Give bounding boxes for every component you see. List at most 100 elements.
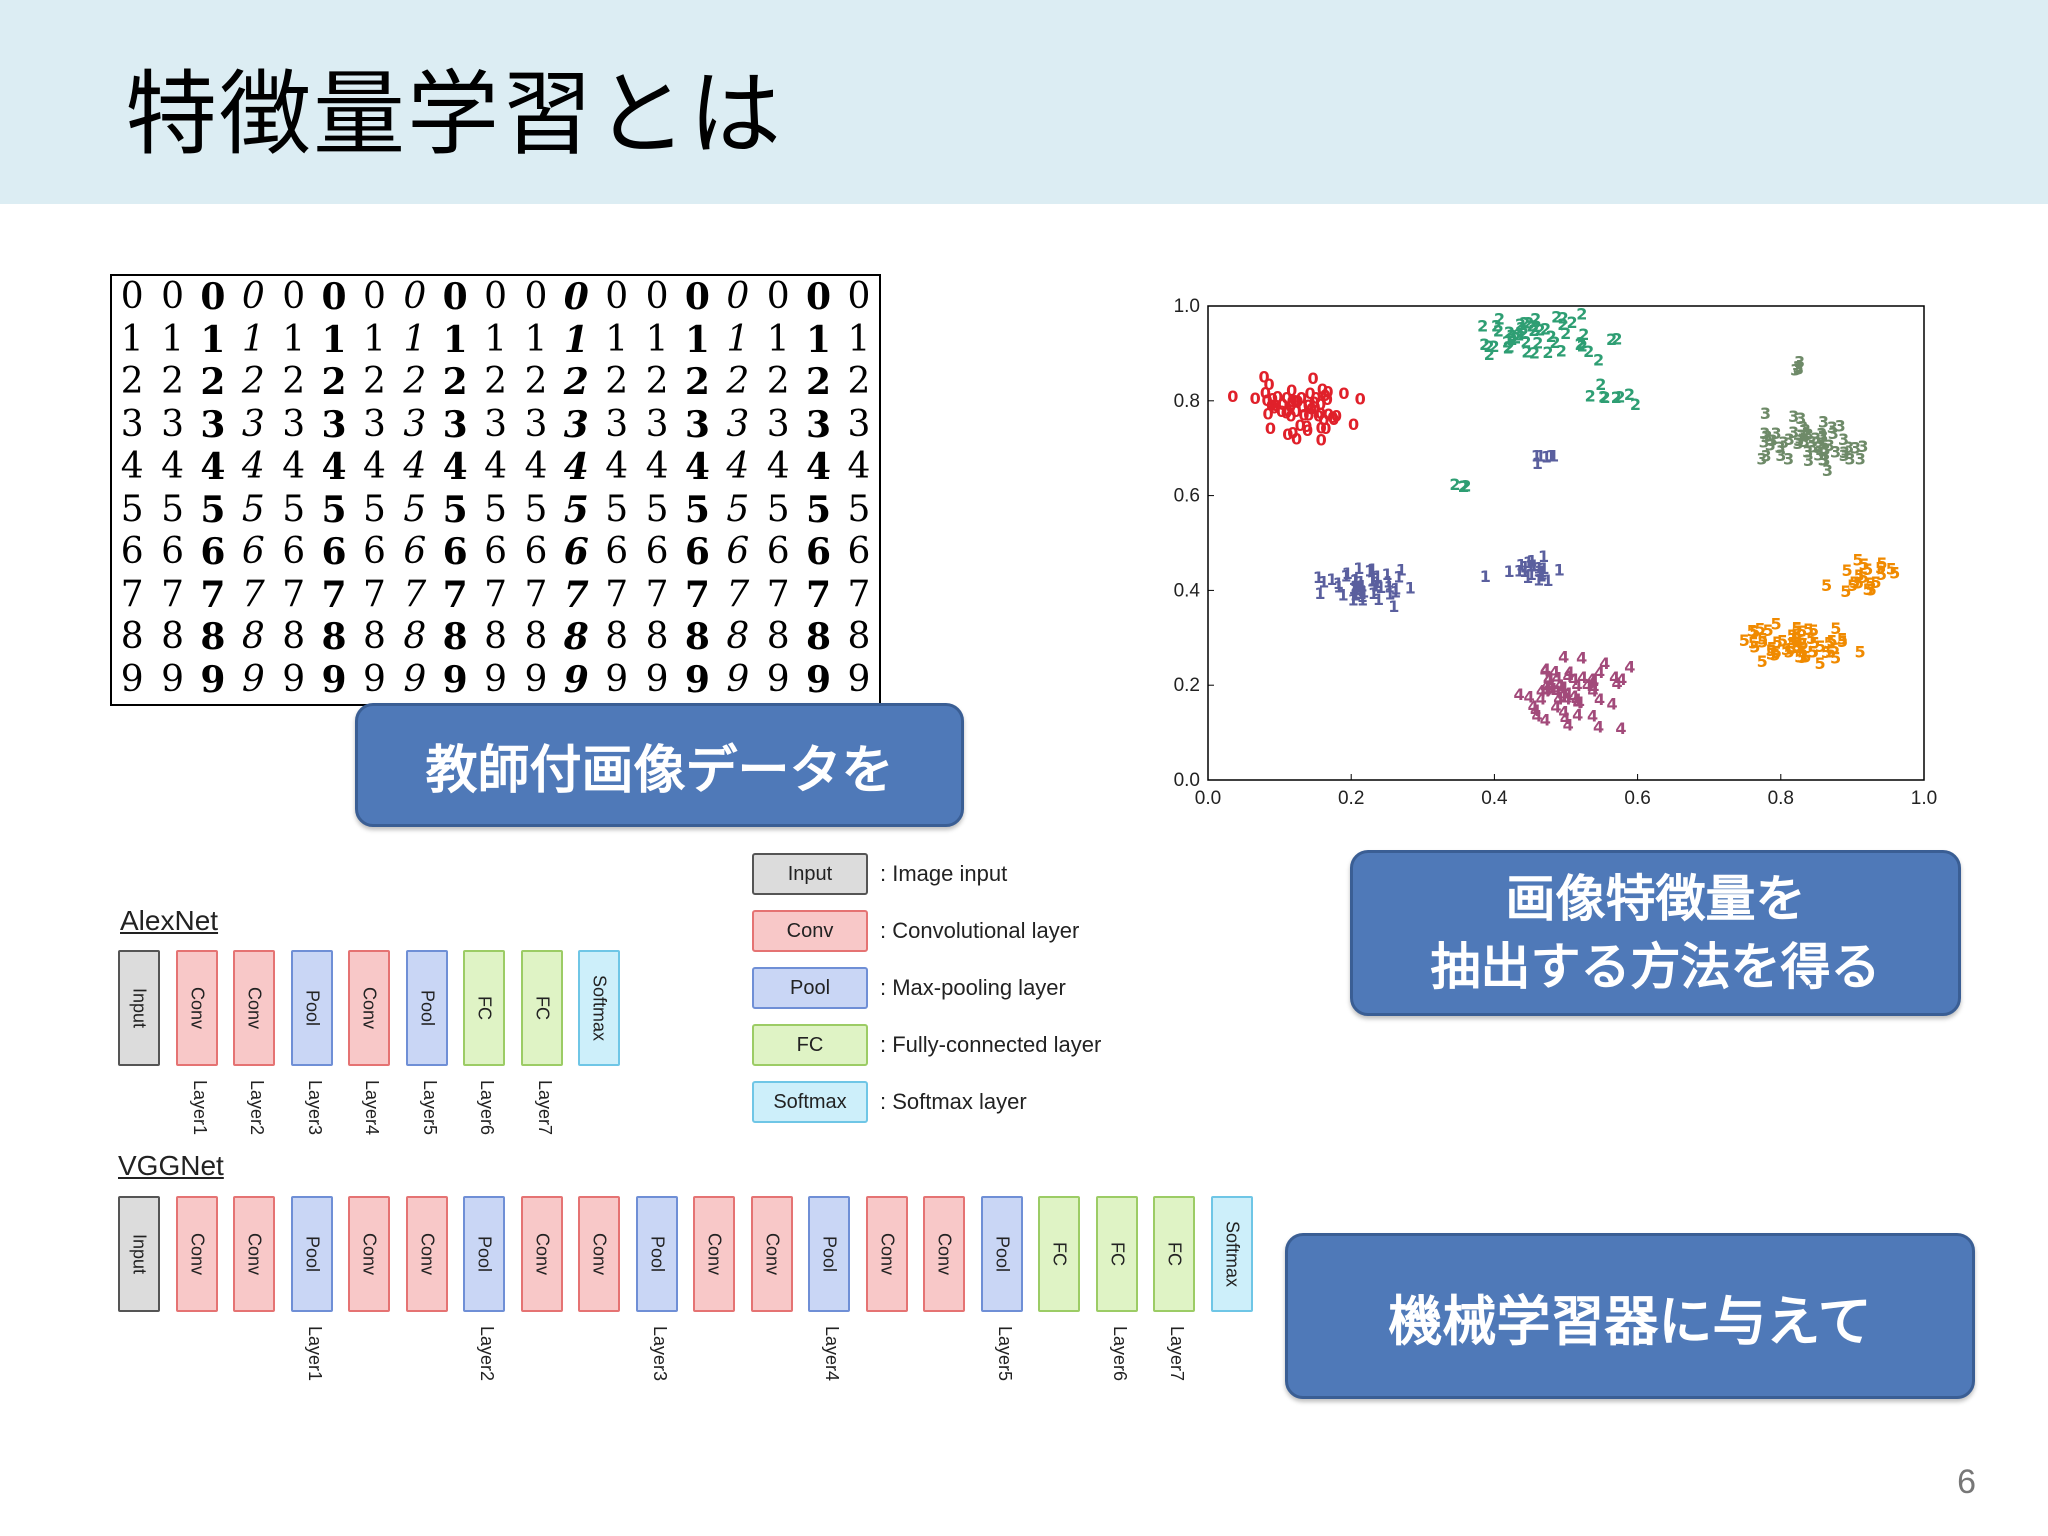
scatter-point: 2: [1593, 350, 1604, 369]
scatter-point: 5: [1762, 621, 1773, 640]
mnist-digit: 0: [403, 276, 427, 318]
mnist-digit: 7: [684, 573, 710, 616]
scatter-point: 4: [1536, 689, 1547, 708]
scatter-point: 5: [1787, 626, 1798, 645]
mnist-digit: 0: [726, 276, 750, 318]
scatter-point: 3: [1839, 443, 1850, 462]
legend-box-fc: FC: [752, 1024, 868, 1066]
mnist-digit: 9: [403, 658, 427, 700]
scatter-point: 5: [1808, 642, 1819, 661]
mnist-digit: 1: [847, 318, 871, 360]
mnist-digit: 8: [120, 616, 144, 658]
scatter-point: 3: [1802, 442, 1813, 461]
scatter-point: 4: [1564, 663, 1575, 682]
scatter-point: 2: [1521, 343, 1532, 362]
mnist-digit: 4: [563, 446, 589, 489]
scatter-point: 4: [1562, 684, 1573, 703]
alexnet-layer-label: Layer4: [362, 1080, 382, 1136]
scatter-point: 2: [1595, 375, 1606, 394]
mnist-digit: 1: [161, 318, 185, 360]
scatter-point: 0: [1286, 381, 1297, 400]
mnist-digit: 3: [726, 403, 750, 445]
scatter-point: 3: [1845, 450, 1856, 469]
scatter-point: 4: [1615, 719, 1626, 738]
scatter-point: 3: [1760, 404, 1771, 423]
scatter-point: 0: [1281, 388, 1292, 407]
scatter-point: 1: [1384, 585, 1395, 604]
scatter-point: 1: [1536, 562, 1547, 581]
mnist-digit: 0: [362, 276, 386, 318]
mnist-digit: 1: [484, 318, 508, 360]
mnist-digit: 5: [563, 488, 589, 531]
scatter-point: 0: [1263, 375, 1274, 394]
legend-box-conv: Conv: [752, 910, 868, 952]
scatter-point: 1: [1504, 562, 1515, 581]
scatter-point: 3: [1790, 361, 1801, 380]
scatter-point: 3: [1797, 417, 1808, 436]
scatter-point: 2: [1477, 316, 1488, 335]
callout-learner-text: 機械学習器に与えて: [1388, 1289, 1872, 1353]
scatter-point: 5: [1826, 632, 1837, 651]
mnist-digit: 1: [321, 318, 347, 361]
scatter-point: 2: [1514, 325, 1525, 344]
vggnet-layer-label: Layer2: [477, 1326, 497, 1382]
scatter-point: 0: [1297, 397, 1308, 416]
scatter-point: 5: [1777, 632, 1788, 651]
mnist-digit: 5: [282, 488, 306, 530]
mnist-digit: 2: [684, 361, 710, 404]
scatter-point: 5: [1809, 633, 1820, 652]
scatter-point: 1: [1367, 560, 1378, 579]
scatter-point: 2: [1506, 326, 1517, 345]
scatter-point: 1: [1532, 454, 1543, 473]
mnist-digit: 6: [484, 531, 508, 573]
scatter-point: 3: [1771, 424, 1782, 443]
scatter-point: 1: [1382, 565, 1393, 584]
mnist-digit: 8: [241, 616, 265, 658]
scatter-point: 0: [1281, 403, 1292, 422]
vggnet-block-fc: FC: [1038, 1196, 1080, 1312]
scatter-point: 1: [1525, 556, 1536, 575]
scatter-point: 0: [1315, 395, 1326, 414]
mnist-digit: 4: [321, 446, 347, 489]
mnist-digit: 7: [645, 573, 669, 615]
scatter-point: 1: [1347, 590, 1358, 609]
scatter-point: 0: [1322, 383, 1333, 402]
scatter-point: 3: [1784, 430, 1795, 449]
scatter-point: 1: [1333, 577, 1344, 596]
scatter-point: 0: [1301, 417, 1312, 436]
scatter-point: 2: [1528, 321, 1539, 340]
scatter-point: 5: [1830, 649, 1841, 668]
mnist-digit: 4: [847, 446, 871, 488]
scatter-point: 3: [1775, 446, 1786, 465]
scatter-point: 0: [1287, 423, 1298, 442]
mnist-digit: 9: [684, 658, 710, 701]
scatter-point: 2: [1458, 477, 1469, 496]
scatter-point: 3: [1838, 430, 1849, 449]
scatter-point: 1: [1519, 562, 1530, 581]
scatter-point: 5: [1840, 582, 1851, 601]
vggnet-block-label: FC: [1049, 1242, 1070, 1266]
scatter-point: 0: [1265, 419, 1276, 438]
scatter-point: 5: [1791, 625, 1802, 644]
mnist-digit: 9: [282, 658, 306, 700]
callout-training-data: 教師付画像データを: [355, 703, 964, 827]
scatter-point: 4: [1572, 694, 1583, 713]
mnist-digit: 9: [726, 658, 750, 700]
mnist-digit: 3: [241, 403, 265, 445]
scatter-point: 0: [1355, 389, 1366, 408]
mnist-digit: 5: [806, 488, 832, 531]
scatter-point: 4: [1558, 678, 1569, 697]
scatter-point: 1: [1350, 571, 1361, 590]
scatter-point: 5: [1886, 560, 1897, 579]
vggnet-block-label: Pool: [647, 1235, 667, 1273]
mnist-digit: 3: [684, 403, 710, 446]
callout-method-line2: 抽出する方法を得る: [1430, 938, 1881, 996]
scatter-point: 0: [1292, 392, 1303, 411]
y-tick-label: 0.0: [1174, 770, 1200, 791]
scatter-point: 2: [1598, 388, 1609, 407]
scatter-point: 2: [1578, 325, 1589, 344]
scatter-point: 3: [1827, 418, 1838, 437]
scatter-point: 5: [1766, 638, 1777, 657]
